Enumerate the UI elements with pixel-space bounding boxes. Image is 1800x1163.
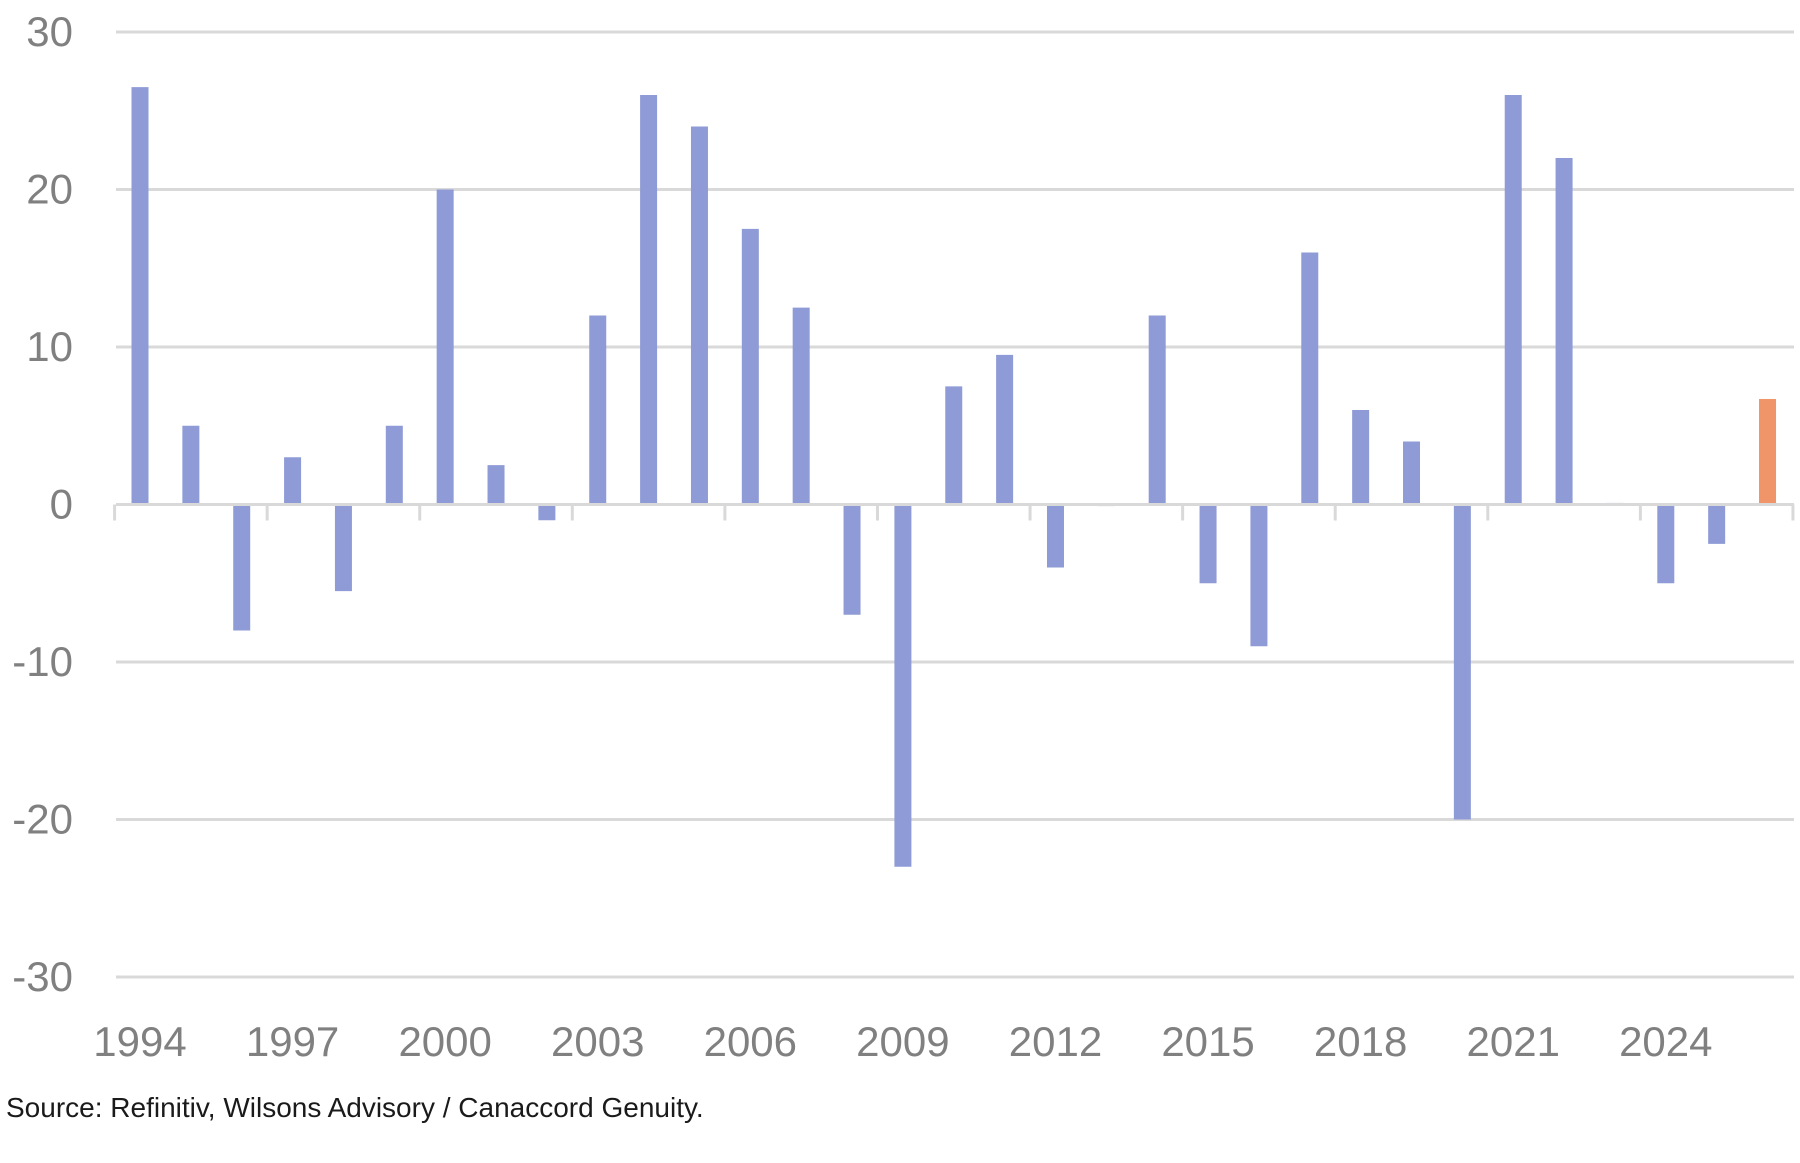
y-tick-label: 30: [26, 8, 73, 55]
bar-2022: [1555, 158, 1573, 505]
bar-2003: [589, 315, 607, 505]
y-tick-label: 20: [26, 166, 73, 213]
bar-1997: [284, 457, 302, 505]
y-tick-label: -20: [12, 796, 73, 843]
bar-2021: [1504, 95, 1522, 505]
bar-2026: [1759, 398, 1777, 505]
bar-2006: [741, 228, 759, 505]
source-note: Source: Refinitiv, Wilsons Advisory / Ca…: [6, 1092, 704, 1123]
bar-1999: [385, 425, 403, 505]
x-tick-labels: 1994 1997 2000 2003 2006 2009 2012 2015 2018 2021…: [93, 1018, 1712, 1065]
bar-2017: [1301, 252, 1319, 505]
bar-2004: [640, 95, 658, 505]
x-tick-label: 2003: [551, 1018, 644, 1065]
bar-1996: [233, 504, 251, 631]
bar-1995: [182, 425, 200, 505]
x-tick-label: 2006: [704, 1018, 797, 1065]
bar-2001: [487, 465, 505, 505]
bar-2014: [1148, 315, 1166, 505]
bar-2008: [843, 504, 861, 615]
x-tick-label: 2021: [1467, 1018, 1560, 1065]
x-tick-label: 1997: [246, 1018, 339, 1065]
y-tick-label: 10: [26, 323, 73, 370]
x-tick-label: 2012: [1009, 1018, 1102, 1065]
bar-2005: [690, 126, 708, 505]
bar-2009: [894, 504, 912, 867]
bar-2007: [792, 307, 810, 505]
x-tick-label: 2009: [856, 1018, 949, 1065]
bar-2024: [1657, 504, 1675, 584]
y-tick-labels: 30 20 10 0 -10 -20 -30: [12, 8, 73, 1000]
x-tick-label: 2024: [1619, 1018, 1712, 1065]
bar-1994: [131, 87, 149, 505]
x-tick-label: 2015: [1161, 1018, 1254, 1065]
bars: [131, 87, 1777, 867]
y-tick-label: -30: [12, 953, 73, 1000]
bar-1998: [334, 504, 352, 592]
x-axis: [113, 503, 1795, 521]
y-tick-label: -10: [12, 638, 73, 685]
bar-2010: [945, 386, 963, 505]
gridlines: [116, 30, 1794, 979]
bar-2019: [1403, 441, 1420, 505]
bar-2016: [1250, 504, 1268, 647]
bar-2002: [538, 504, 556, 521]
bar-2011: [996, 354, 1014, 505]
x-tick-label: 2018: [1314, 1018, 1407, 1065]
bar-2012: [1046, 504, 1064, 568]
bar-2015: [1199, 504, 1217, 584]
y-tick-label: 0: [50, 481, 73, 528]
bar-2018: [1352, 410, 1370, 505]
x-tick-label: 2000: [398, 1018, 491, 1065]
bar-2020: [1453, 504, 1471, 820]
bar-2025: [1708, 504, 1726, 544]
x-tick-label: 1994: [93, 1018, 186, 1065]
bar-2000: [436, 189, 454, 505]
